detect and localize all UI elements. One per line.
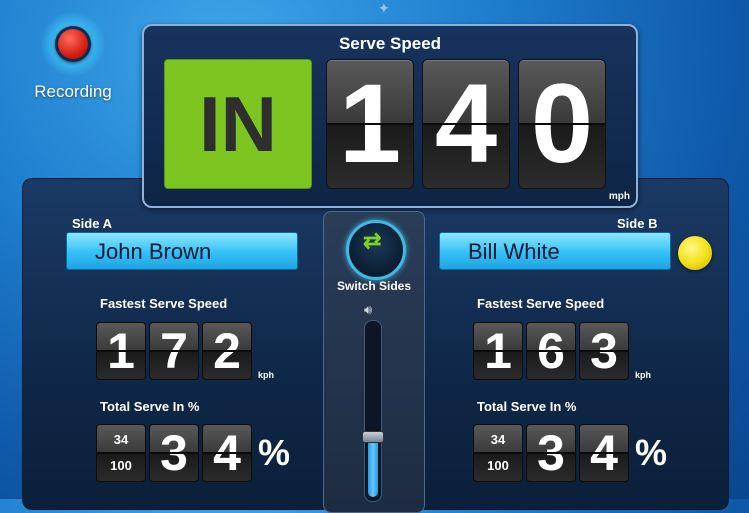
side-a-player-name[interactable]: John Brown [66,232,298,270]
side-a-label: Side A [72,216,112,231]
side-a-fastest-digit: 1 [96,322,146,380]
serving-ball-icon [678,236,712,270]
side-b-fastest-title: Fastest Serve Speed [477,296,605,311]
side-a-percent-digit: 3 [149,424,199,482]
serve-speed-digit: 4 [422,59,510,189]
side-a-total-title: Total Serve In % [100,399,200,414]
serve-speed-title: Serve Speed [338,34,442,53]
side-b-total-title: Total Serve In % [477,399,577,414]
side-b-percent-symbol: % [635,432,668,473]
side-b-label: Side B [617,216,658,231]
side-b-fastest-digit: 3 [579,322,629,380]
side-a-serve-fraction: 34 100 [96,424,146,482]
side-a-fastest-digit: 7 [149,322,199,380]
serve-speed-unit: mph [608,191,630,202]
record-icon [55,26,91,62]
side-a-fastest-digit: 2 [202,322,252,380]
volume-icon: 🔊︎ [364,302,373,317]
serve-speed-digit: 0 [518,59,606,189]
serve-speed-digit: 1 [326,59,414,189]
side-a-fastest-title: Fastest Serve Speed [100,296,228,311]
recording-label: Recording [34,82,112,101]
serve-status-in: IN [164,59,312,189]
volume-slider-fill [368,437,378,497]
side-b-fraction-numerator: 34 [490,432,506,447]
switch-sides-label: Switch Sides [336,279,412,293]
side-b-percent-digit: 4 [579,424,629,482]
side-b-player-name[interactable]: Bill White [439,232,671,270]
side-b-fastest-digit: 6 [526,322,576,380]
side-b-fraction-denominator: 100 [487,458,509,473]
serve-speed-panel: Serve Speed IN 1 4 0 mph [142,24,638,208]
switch-sides-button[interactable]: ⇄ [346,220,406,280]
recording-indicator[interactable]: Recording [30,12,116,102]
arrow-right-icon: ⇄ [363,228,382,253]
side-b-fastest-unit: kph [635,370,652,380]
volume-slider[interactable] [362,320,384,502]
side-b-serve-fraction: 34 100 [473,424,523,482]
side-a-fraction-denominator: 100 [110,458,132,473]
side-b-fastest-digit: 1 [473,322,523,380]
record-button[interactable] [41,12,105,76]
side-a-fastest-unit: kph [258,370,275,380]
side-a-fraction-numerator: 34 [113,432,129,447]
side-b-percent-digit: 3 [526,424,576,482]
side-a-percent-symbol: % [258,432,291,473]
side-a-percent-digit: 4 [202,424,252,482]
center-controls: ⇄ Switch Sides 🔊︎ [323,211,425,513]
decor-sparkle-icon: ✦ [378,0,390,16]
volume-slider-thumb[interactable] [362,431,384,443]
